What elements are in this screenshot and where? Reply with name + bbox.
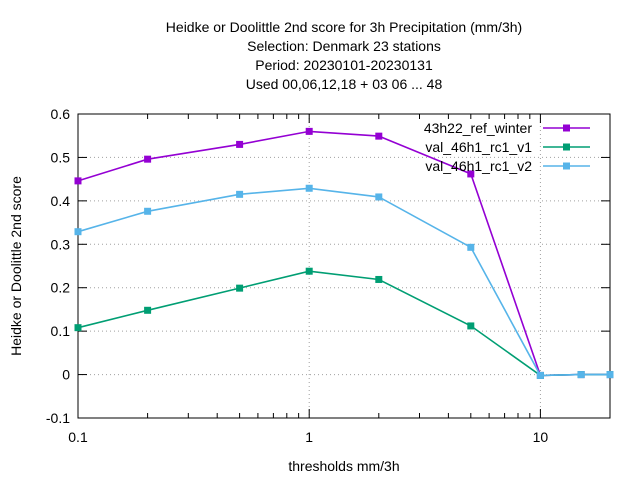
legend: 43h22_ref_winter val_46h1_rc1_v1 val_46h1_… — [424, 120, 590, 174]
data-point — [236, 284, 244, 292]
data-point — [74, 324, 82, 332]
legend-swatch-marker — [563, 143, 570, 151]
data-point — [375, 132, 383, 140]
data-point — [236, 190, 244, 198]
x-tick-label: 0.1 — [68, 429, 88, 445]
y-tick-label: 0.6 — [51, 106, 71, 122]
plot-frame — [77, 113, 611, 419]
data-point — [74, 228, 82, 236]
y-tick-label: -0.1 — [46, 410, 70, 426]
data-point — [236, 140, 244, 148]
legend-swatch-marker — [563, 162, 570, 170]
legend-label: val_46h1_rc1_v2 — [425, 158, 532, 174]
data-point — [144, 207, 152, 215]
data-point — [467, 243, 475, 251]
grid — [78, 114, 610, 418]
legend-swatch-marker — [563, 124, 570, 132]
data-point — [305, 184, 313, 192]
title-line: Selection: Denmark 23 stations — [247, 38, 441, 54]
y-tick-label: 0.3 — [51, 236, 71, 252]
series-3 — [74, 184, 614, 379]
legend-item: 43h22_ref_winter — [424, 120, 590, 136]
chart-title: Heidke or Doolittle 2nd score for 3h Pre… — [166, 19, 522, 92]
y-tick-label: 0.2 — [51, 280, 71, 296]
legend-label: val_46h1_rc1_v1 — [425, 139, 532, 155]
y-tick-label: 0 — [62, 367, 70, 383]
data-point — [375, 275, 383, 283]
legend-item: val_46h1_rc1_v1 — [425, 139, 590, 155]
legend-label: 43h22_ref_winter — [424, 120, 533, 136]
x-tick-label: 10 — [533, 429, 549, 445]
data-point — [577, 371, 585, 379]
y-tick-label: 0.5 — [51, 149, 71, 165]
data-point — [144, 306, 152, 314]
data-point — [536, 371, 544, 379]
x-axis-label: thresholds mm/3h — [288, 458, 399, 474]
title-line: Period: 20230101-20230131 — [255, 57, 433, 73]
data-point — [467, 170, 475, 178]
legend-item: val_46h1_rc1_v2 — [425, 158, 590, 174]
title-line: Used 00,06,12,18 + 03 06 ... 48 — [246, 76, 443, 92]
series-1 — [74, 127, 614, 379]
y-axis-label: Heidke or Doolittle 2nd score — [8, 176, 24, 356]
data-point — [74, 177, 82, 185]
data-point — [375, 193, 383, 201]
data-point — [144, 155, 152, 163]
data-point — [305, 267, 313, 275]
series-line — [77, 270, 610, 377]
y-tick-label: 0.1 — [51, 323, 71, 339]
data-point — [305, 127, 313, 135]
x-tick-label: 1 — [305, 429, 313, 445]
series-group — [74, 127, 614, 379]
data-point — [606, 371, 614, 379]
title-line: Heidke or Doolittle 2nd score for 3h Pre… — [166, 19, 522, 35]
data-point — [467, 322, 475, 330]
axes: -0.1 0 0.1 0.2 0.3 0.4 0.5 0.6 0.1 1 10 — [46, 106, 611, 445]
y-tick-label: 0.4 — [51, 193, 71, 209]
